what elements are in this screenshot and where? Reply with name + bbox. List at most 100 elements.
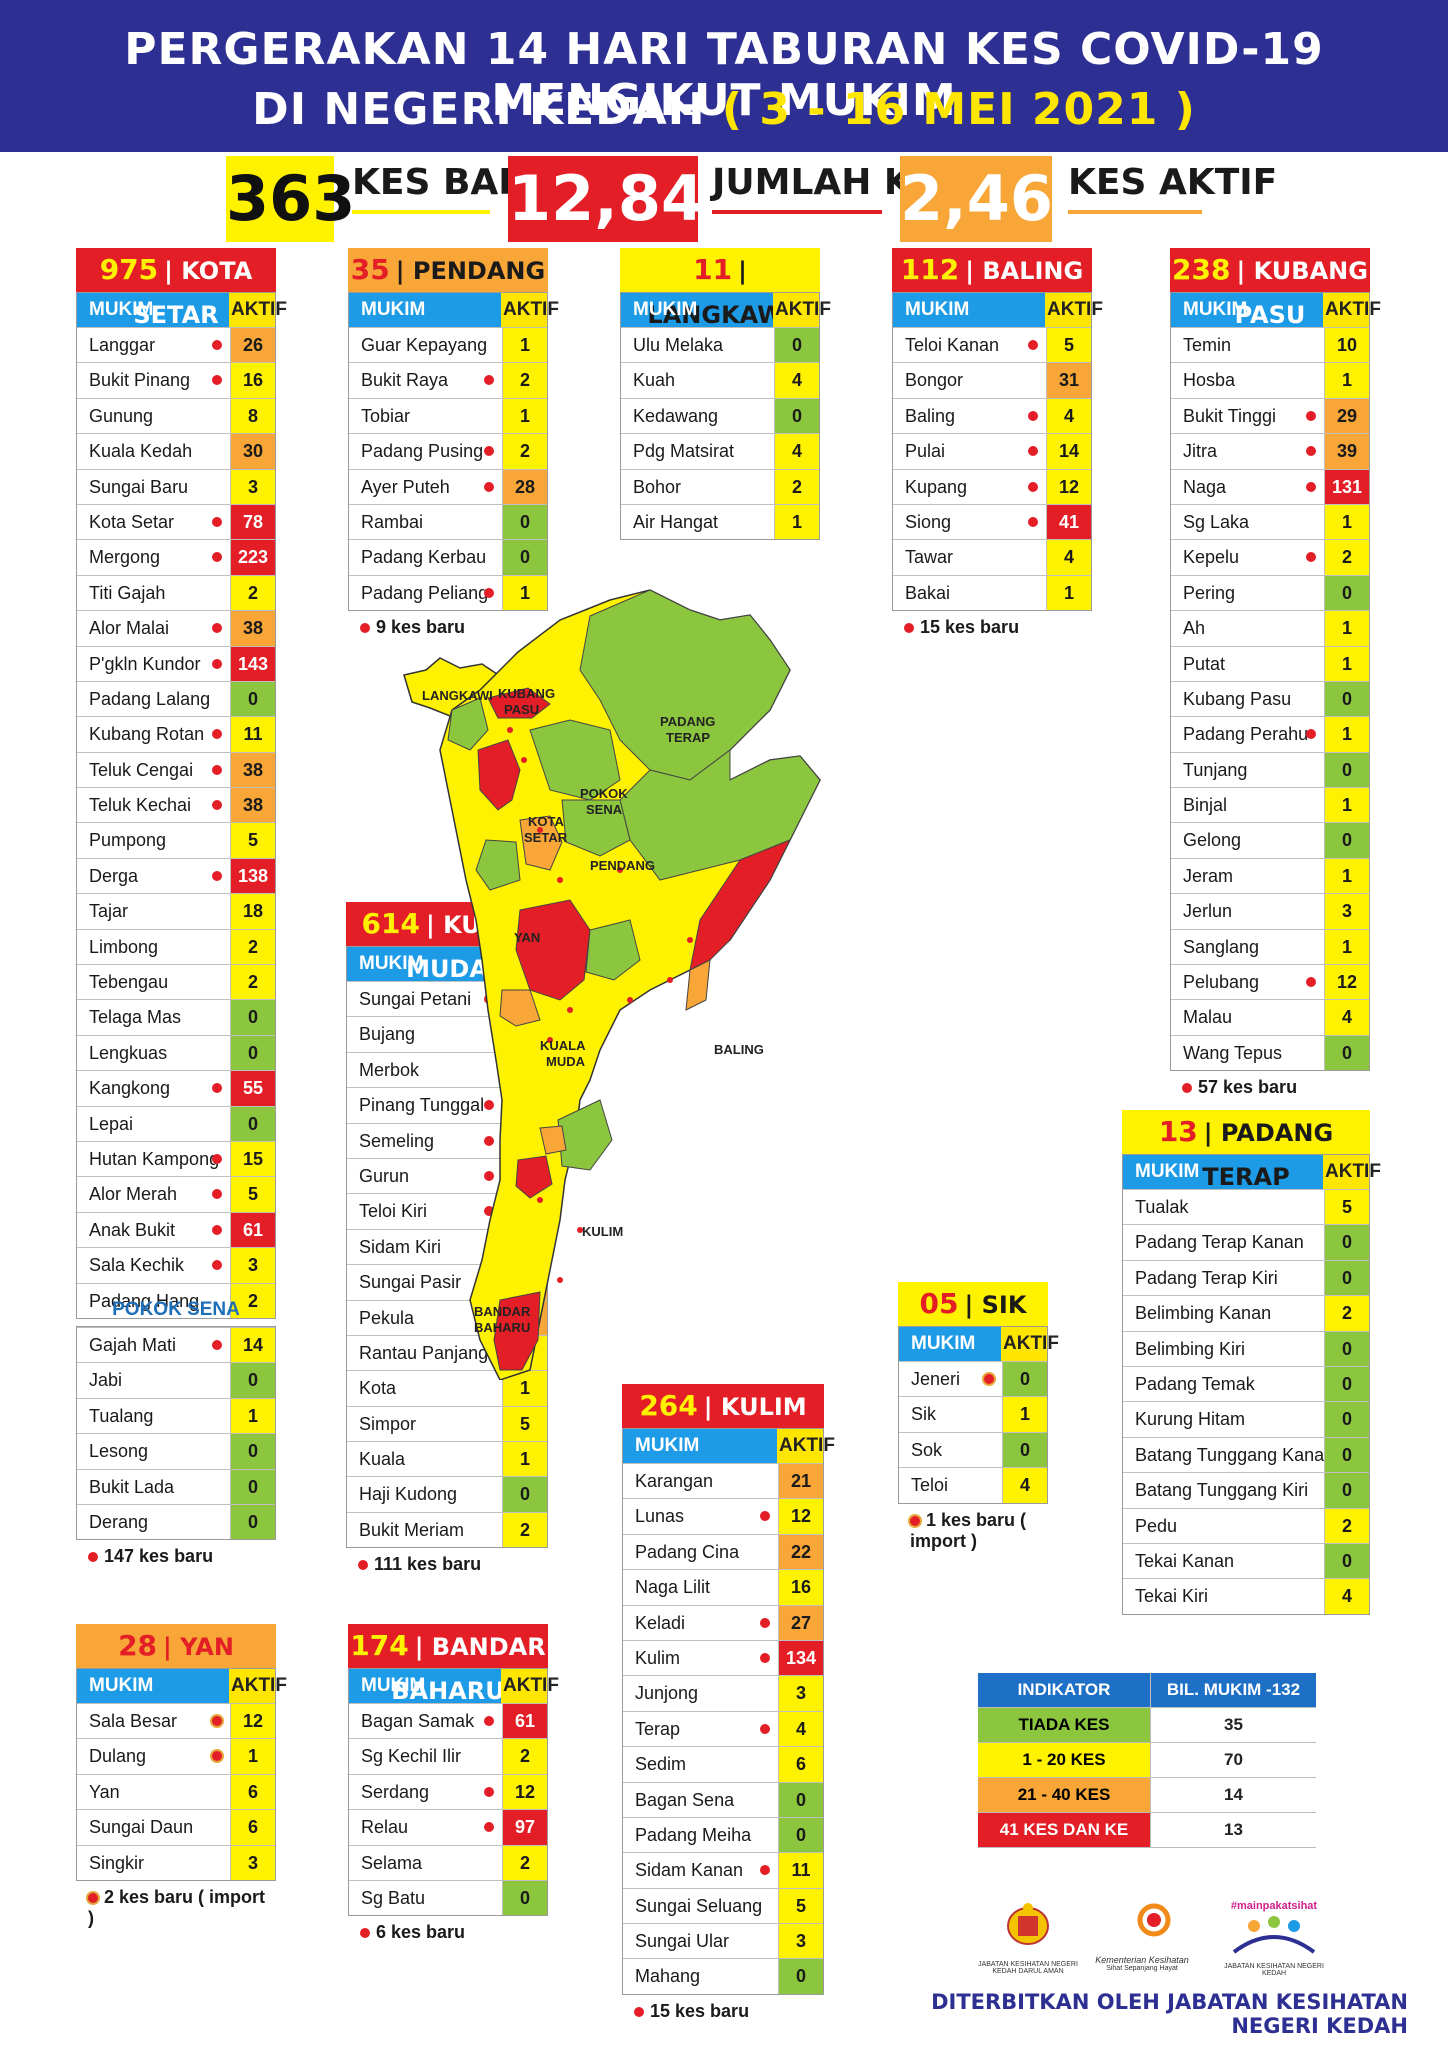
mukim-cell: Hosba [1171,363,1324,397]
new-case-dot-icon [1306,446,1316,457]
active-count-cell: 5 [230,823,275,858]
active-count-cell: 1 [1324,717,1369,752]
table-row: Sungai Seluang 5 [623,1887,823,1924]
mukim-name: Sg Laka [1183,511,1250,532]
table-row: Bohor 2 [621,468,819,504]
new-case-dot-icon [1028,446,1038,457]
active-count-cell: 1 [502,1442,547,1477]
mukim-cell: Sungai Baru [77,470,230,504]
map-baling-red [689,839,792,971]
active-count-cell: 4 [1046,398,1091,434]
mukim-name: Pering [1183,582,1236,603]
mukim-cell: Semeling [347,1124,502,1158]
district-name: | BANDAR BAHARU [391,1633,546,1705]
col-mukim: MUKIM [905,299,970,320]
active-count-cell: 0 [1324,1035,1369,1071]
active-count-cell: 2 [502,434,547,469]
table-row: Jabi 0 [77,1362,275,1398]
new-case-dot-icon [1182,1083,1192,1094]
district-header: 05 | SIK [898,1282,1048,1326]
publisher-footer: DITERBITKAN OLEH JABATAN KESIHATAN NEGER… [931,1990,1408,2038]
district-total: 975 [99,253,159,286]
active-count-cell: 0 [778,1782,823,1817]
mukim-cell: Binjal [1171,788,1324,822]
new-cases-note: 15 kes baru [892,617,1092,638]
district-kota-setar: 975 | KOTA SETAR MUKIM AKTIF Langgar 26 Bukit … [76,248,287,1319]
table-row: Sok 0 [899,1431,1047,1468]
col-aktif: AKTIF [229,293,287,327]
active-count-cell: 1 [1324,363,1369,398]
table-row: Lengkuas 0 [77,1034,275,1071]
active-count-cell: 143 [230,646,275,681]
new-case-dot-icon [484,1206,494,1217]
map-kuala-muda-red [515,899,591,1001]
active-count-cell: 6 [230,1810,275,1845]
table-row: Teluk Cengai 38 [77,751,275,788]
map-label-yan: YAN [514,930,540,945]
mukim-cell: Bujang [347,1017,502,1051]
table-row: Lunas 12 [623,1498,823,1534]
mukim-cell: Dulang [77,1739,230,1773]
mukim-cell: Belimbing Kanan [1123,1296,1324,1330]
mukim-cell: Tajar [77,894,230,928]
mukim-cell: Singkir [77,1846,230,1880]
mukim-cell: Sidam Kanan [623,1853,778,1887]
table-row: Jerlun 3 [1171,893,1369,929]
mukim-cell: Siong [893,505,1046,539]
table-row: Bukit Lada 0 [77,1468,275,1504]
active-count-cell: 2 [502,1845,547,1880]
mukim-table: MUKIM AKTIF Jeneri 0 Sik 1 Sok 0 Teloi 4 [898,1326,1059,1504]
active-count-cell: 0 [1002,1362,1047,1397]
active-count-cell: 5 [1046,328,1091,363]
mukim-cell: Tekai Kiri [1123,1579,1324,1613]
col-mukim: MUKIM [361,299,426,320]
mukim-cell: Teluk Kechai [77,788,230,822]
table-row: Padang Terap Kanan 0 [1123,1224,1369,1260]
mukim-cell: Telaga Mas [77,1000,230,1034]
legend-row-none: TIADA KES 35 [978,1708,1316,1743]
map-label-pokok-sena-2: SENA [586,802,623,817]
mukim-cell: Kubang Pasu [1171,682,1324,716]
mukim-cell: Sg Laka [1171,505,1324,539]
active-count-cell: 131 [1324,469,1369,504]
table-row: Bagan Samak 61 [349,1703,547,1739]
mukim-name: Sidam Kanan [635,1860,744,1881]
mukim-cell: Bukit Raya [349,363,502,397]
mukim-name: Sala Besar [89,1711,178,1731]
active-count-cell: 2 [502,1512,547,1548]
table-row: Binjal 1 [1171,787,1369,823]
active-count-cell: 1 [1324,929,1369,965]
district-kulim: 264 | KULIM MUKIM AKTIF Karangan 21 Lunas 12 Pad… [622,1384,835,2022]
mukim-cell: Relau [349,1810,502,1844]
mukim-cell: Sok [899,1433,1002,1467]
mukim-cell: Titi Gajah [77,576,230,610]
active-count-cell: 3 [230,469,275,504]
mukim-name: Gunung [89,405,154,426]
new-case-dot-icon [1306,729,1316,740]
mukim-name: Bujang [359,1024,416,1045]
mukim-name: Tekai Kiri [1135,1586,1209,1607]
active-count-cell: 0 [230,1469,275,1504]
table-row: Tobiar 1 [349,397,547,434]
active-count-cell: 0 [1324,752,1369,788]
active-count-cell: 4 [778,1711,823,1747]
new-case-dot-icon [1306,481,1316,492]
table-row: Gajah Mati 14 [77,1327,275,1363]
map-kulim-red [515,1155,553,1199]
mukim-name: Gelong [1183,830,1242,851]
people-icon [1232,1916,1316,1954]
active-count-cell: 12 [778,1499,823,1534]
mukim-cell: Padang Kerbau [349,540,502,574]
district-total: 264 [639,1389,698,1422]
district-name: | BALING [965,257,1084,285]
mukim-cell: Kepelu [1171,540,1324,574]
active-count-cell: 1 [1324,504,1369,540]
table-row: Langgar 26 [77,327,275,363]
header-banner: PERGERAKAN 14 HARI TABURAN KES COVID-19 … [0,0,1448,152]
mukim-cell: Bongor [893,363,1046,397]
mukim-name: Rambai [361,511,424,532]
mukim-name: Alor Malai [89,618,170,639]
table-row: Bukit Tinggi 29 [1171,397,1369,434]
mukim-name: Kurung Hitam [1135,1409,1246,1430]
mukim-name: Sungai Ular [635,1931,730,1952]
